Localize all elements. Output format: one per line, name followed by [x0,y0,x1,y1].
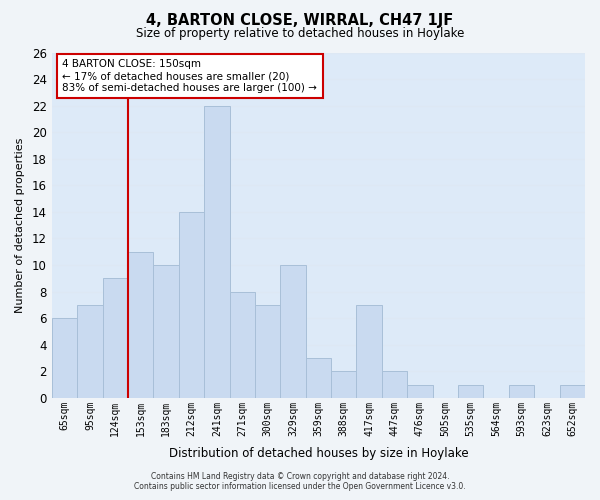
Text: 4, BARTON CLOSE, WIRRAL, CH47 1JF: 4, BARTON CLOSE, WIRRAL, CH47 1JF [146,12,454,28]
Bar [52,318,77,398]
Bar [103,278,128,398]
Bar [356,305,382,398]
Bar [560,384,585,398]
Bar [407,384,433,398]
Bar [179,212,204,398]
Text: 4 BARTON CLOSE: 150sqm
← 17% of detached houses are smaller (20)
83% of semi-det: 4 BARTON CLOSE: 150sqm ← 17% of detached… [62,60,317,92]
Bar [154,265,179,398]
X-axis label: Distribution of detached houses by size in Hoylake: Distribution of detached houses by size … [169,447,468,460]
Text: Contains HM Land Registry data © Crown copyright and database right 2024.
Contai: Contains HM Land Registry data © Crown c… [134,472,466,491]
Bar [77,305,103,398]
Bar [280,265,306,398]
Bar [382,372,407,398]
Text: Size of property relative to detached houses in Hoylake: Size of property relative to detached ho… [136,28,464,40]
Bar [230,292,255,398]
Bar [306,358,331,398]
Bar [204,106,230,398]
Bar [331,372,356,398]
Bar [458,384,484,398]
Bar [255,305,280,398]
Bar [509,384,534,398]
Bar [128,252,154,398]
Y-axis label: Number of detached properties: Number of detached properties [15,138,25,313]
